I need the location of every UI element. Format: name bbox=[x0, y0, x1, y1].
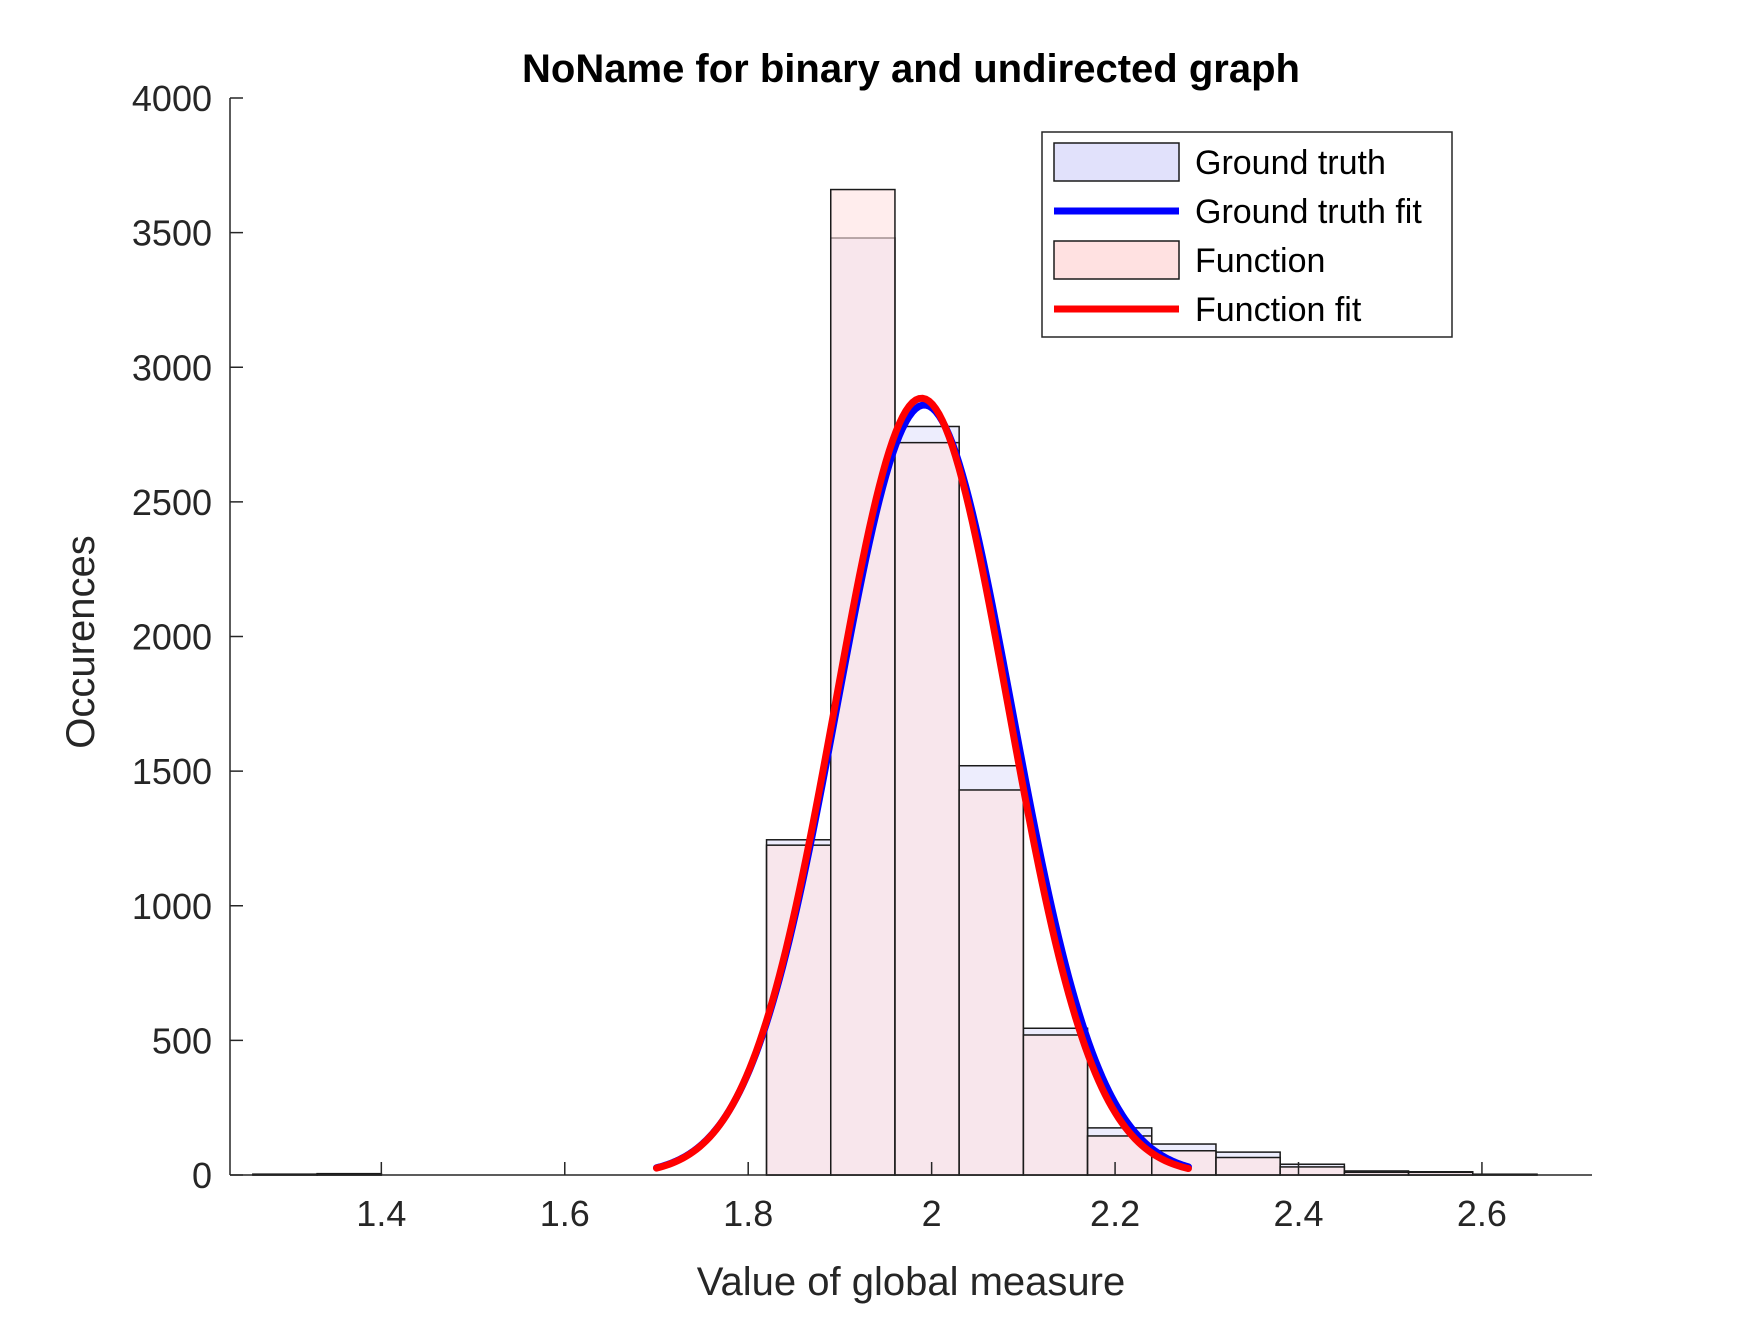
histogram-bar-function-12 bbox=[1022, 1034, 1089, 1176]
legend-swatch-function bbox=[1053, 240, 1180, 280]
legend-label-function-fit: Function fit bbox=[1195, 291, 1362, 329]
y-tick-label: 0 bbox=[192, 1155, 212, 1196]
legend-label-ground-truth-fit: Ground truth fit bbox=[1195, 193, 1422, 231]
x-tick-label: 1.8 bbox=[723, 1193, 773, 1234]
y-axis-label: Occurences bbox=[59, 535, 103, 748]
x-tick-label: 1.6 bbox=[540, 1193, 590, 1234]
x-tick-label: 2 bbox=[922, 1193, 942, 1234]
histogram-bar-function-11 bbox=[958, 789, 1025, 1176]
plot-area bbox=[252, 188, 1538, 1176]
y-tick-label: 3500 bbox=[132, 213, 212, 254]
histogram-bar-function-10 bbox=[894, 441, 960, 1176]
y-tick-label: 2500 bbox=[132, 482, 212, 523]
function-fit-curve bbox=[652, 394, 1192, 1173]
x-axis-label: Value of global measure bbox=[697, 1260, 1125, 1304]
x-tick-label: 2.4 bbox=[1273, 1193, 1323, 1234]
legend-swatch-ground-truth bbox=[1053, 142, 1180, 182]
x-tick-label: 2.2 bbox=[1090, 1193, 1140, 1234]
y-tick-label: 1000 bbox=[132, 886, 212, 927]
chart-title: NoName for binary and undirected graph bbox=[522, 47, 1300, 91]
histogram-bar-function-15 bbox=[1215, 1156, 1281, 1176]
y-tick-label: 500 bbox=[152, 1020, 212, 1061]
y-tick-label: 2000 bbox=[132, 617, 212, 658]
legend-label-function: Function bbox=[1195, 242, 1325, 280]
legend: Ground truth Ground truth fit Function Func… bbox=[1041, 131, 1453, 338]
legend-label-ground-truth: Ground truth bbox=[1195, 144, 1386, 182]
y-tick-label: 4000 bbox=[132, 78, 212, 119]
histogram-bar-function-16 bbox=[1279, 1166, 1346, 1176]
x-tick-label: 2.6 bbox=[1457, 1193, 1507, 1234]
y-tick-label: 1500 bbox=[132, 751, 212, 792]
y-tick-label: 3000 bbox=[132, 347, 212, 388]
x-tick-label: 1.4 bbox=[356, 1193, 406, 1234]
axes: 0 500 1000 1500 2000 2500 3000 3500 4000 1.4 1.6 1.… bbox=[132, 78, 1592, 1234]
